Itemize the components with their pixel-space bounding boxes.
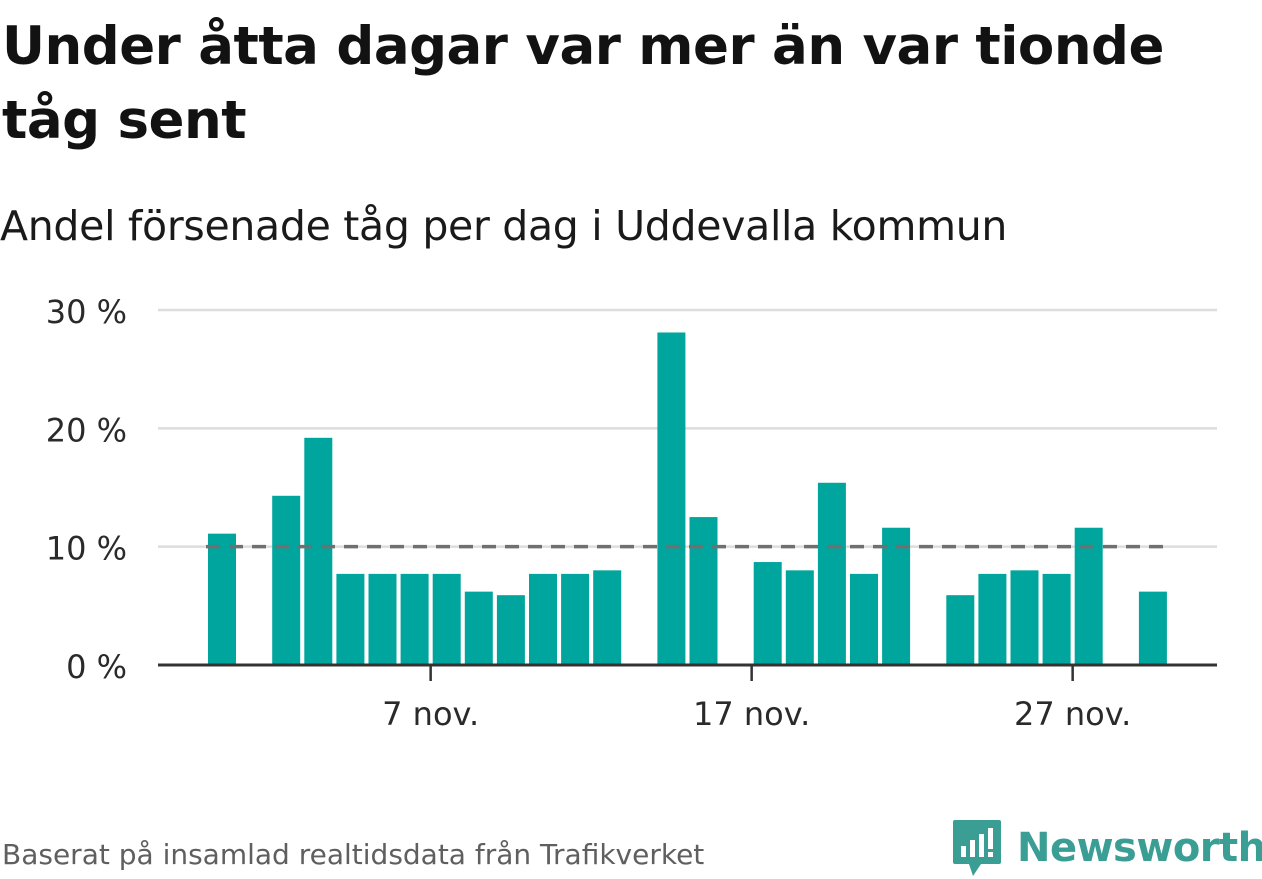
y-tick-label: 20 % — [46, 411, 127, 449]
brand-name: Newsworthy — [1017, 825, 1262, 871]
bar — [304, 437, 333, 665]
y-tick-label: 0 % — [66, 648, 127, 686]
bar — [496, 595, 525, 665]
newsworthy-logo-icon — [953, 820, 1001, 876]
x-tick-label: 7 nov. — [382, 695, 479, 733]
bar — [785, 570, 814, 665]
bar — [368, 573, 397, 665]
bar — [208, 533, 236, 665]
bar — [978, 573, 1007, 665]
bar — [432, 573, 461, 665]
x-tick-label: 27 nov. — [1014, 695, 1131, 733]
bar — [657, 332, 686, 665]
bar — [593, 570, 622, 665]
bar — [850, 573, 878, 665]
bar — [1138, 591, 1167, 665]
brand-logo: Newsworthy — [951, 818, 1262, 878]
bar — [689, 517, 718, 665]
bar — [400, 573, 429, 665]
chart-subtitle: Andel försenade tåg per dag i Uddevalla … — [0, 202, 1008, 250]
bar — [882, 527, 911, 665]
chart-title: Under åtta dagar var mer än var tionde t… — [2, 16, 1164, 151]
bar — [1042, 573, 1071, 665]
x-tick-label: 17 nov. — [693, 695, 810, 733]
bar — [561, 573, 590, 665]
bar — [336, 573, 365, 665]
bar-chart: 0 % 10 % 20 % 30 % 7 nov. 17 nov. 27 nov. — [46, 293, 1217, 733]
source-note: Baserat på insamlad realtidsdata från Tr… — [2, 838, 705, 871]
bar — [529, 573, 557, 665]
bar — [464, 591, 493, 665]
bar — [1010, 570, 1039, 665]
y-tick-label: 10 % — [46, 530, 127, 568]
bar — [272, 495, 301, 665]
bar — [817, 482, 846, 665]
bar — [1074, 527, 1103, 665]
y-tick-label: 30 % — [46, 293, 127, 331]
bar — [753, 562, 782, 665]
bar — [946, 595, 975, 665]
